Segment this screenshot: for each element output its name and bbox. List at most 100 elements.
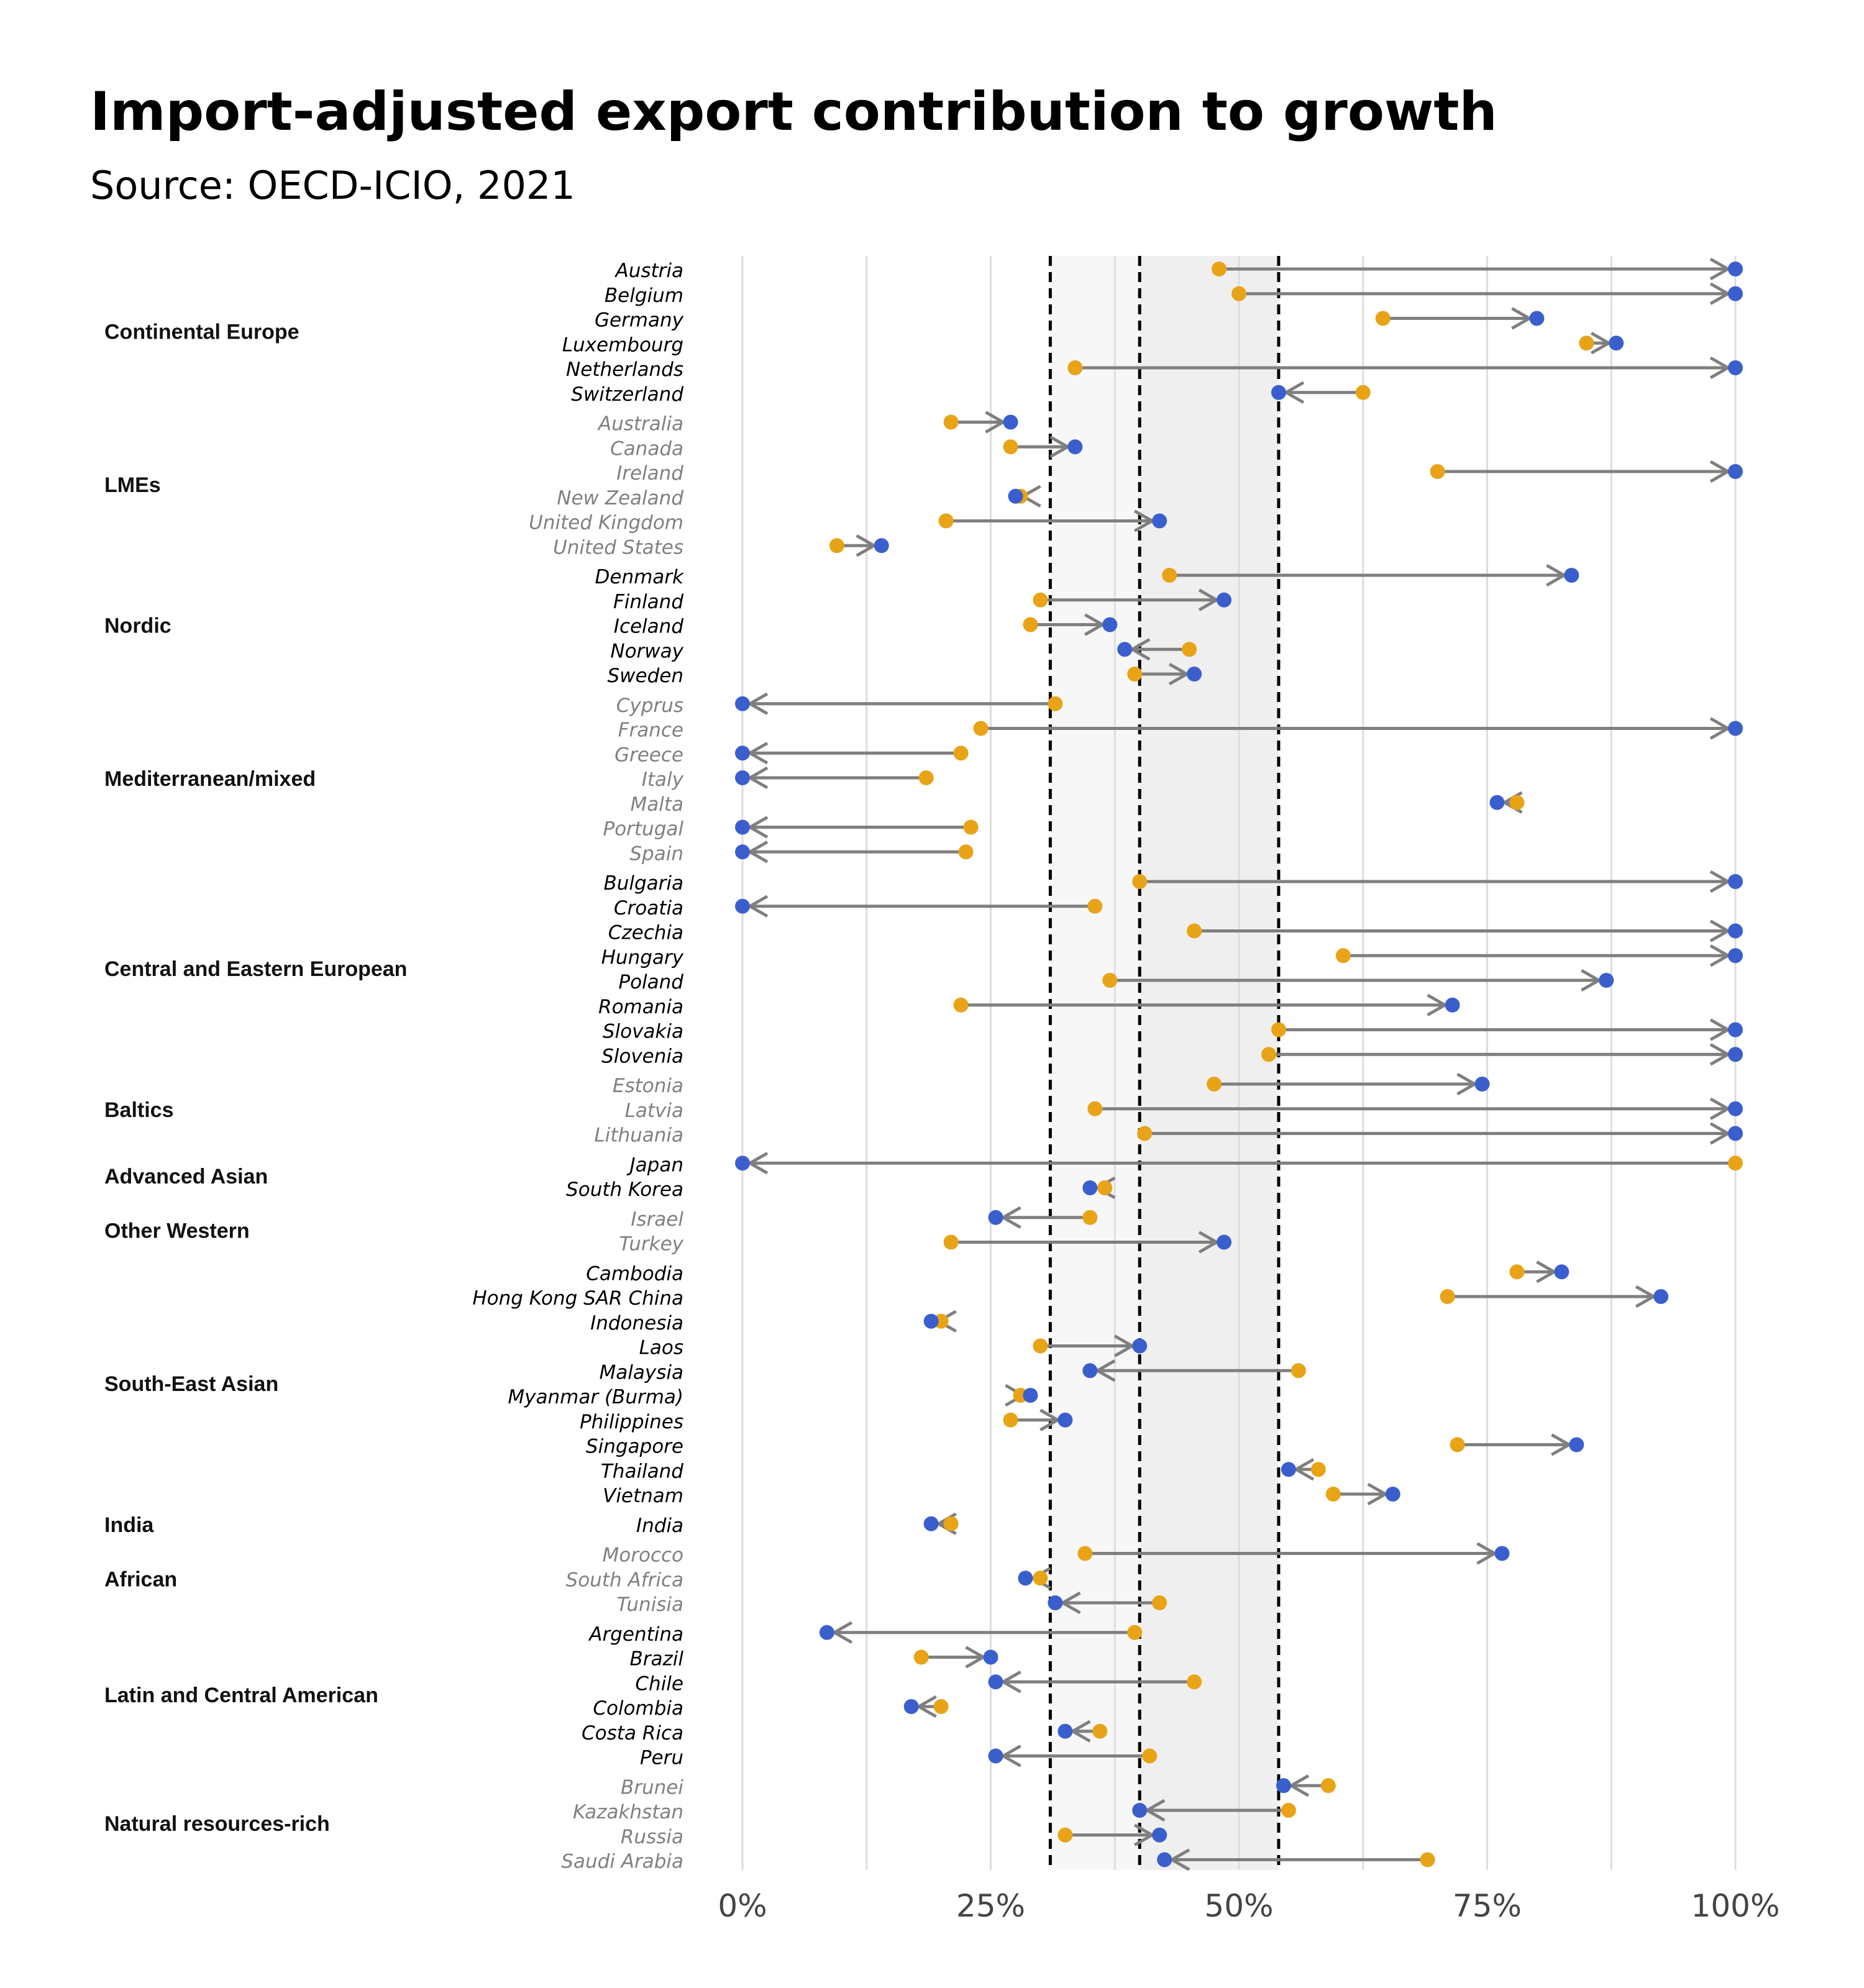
start-point (1375, 311, 1391, 326)
start-point (1187, 1674, 1202, 1690)
start-point (1207, 1077, 1222, 1092)
country-label: South Korea (566, 1179, 683, 1201)
country-label: New Zealand (557, 487, 683, 509)
end-point (1217, 1234, 1232, 1250)
group-label: Central and Eastern European (104, 957, 407, 981)
start-point (1420, 1852, 1435, 1867)
start-point (943, 1234, 959, 1250)
end-point (1599, 973, 1614, 988)
end-point (1728, 874, 1743, 889)
country-label: Argentina (588, 1623, 683, 1646)
group-label: Other Western (104, 1220, 250, 1243)
country-label: Norway (610, 640, 683, 662)
country-label: Finland (613, 591, 683, 613)
country-label: Turkey (619, 1233, 683, 1256)
country-label: Cambodia (586, 1262, 683, 1285)
start-point (1033, 1338, 1048, 1354)
country-label: Germany (595, 309, 684, 332)
end-point (1728, 464, 1743, 479)
end-point (1728, 286, 1743, 301)
end-point (819, 1625, 834, 1640)
start-point (1127, 1625, 1143, 1640)
country-label: Indonesia (590, 1312, 683, 1334)
end-point (1187, 667, 1202, 682)
end-point (1058, 1723, 1073, 1739)
start-point (1077, 1546, 1093, 1561)
start-point (829, 538, 844, 554)
country-label: United States (553, 536, 683, 559)
shaded-band-right (1140, 256, 1279, 1870)
start-point (1212, 262, 1227, 276)
start-point (1097, 1180, 1113, 1195)
end-point (1529, 311, 1545, 326)
chart-title: Import-adjusted export contribution to g… (90, 81, 1497, 143)
start-point (1087, 1101, 1103, 1116)
end-point (735, 746, 750, 761)
start-point (1320, 1778, 1336, 1794)
end-point (1728, 1022, 1743, 1037)
start-point (913, 1649, 929, 1665)
end-point (1117, 642, 1133, 657)
country-label: Laos (639, 1337, 683, 1359)
start-point (1430, 464, 1445, 479)
end-point (1281, 1462, 1296, 1477)
end-point (1082, 1363, 1098, 1379)
group-label: African (104, 1567, 177, 1591)
start-point (1450, 1437, 1465, 1452)
start-point (1281, 1803, 1296, 1818)
group-label: India (104, 1513, 154, 1537)
start-point (1003, 1412, 1018, 1428)
start-point (1023, 617, 1038, 632)
start-point (963, 819, 979, 835)
start-point (1067, 360, 1083, 375)
country-label: Belgium (605, 285, 683, 307)
end-point (735, 1156, 750, 1171)
start-point (1033, 1571, 1048, 1586)
country-label: Colombia (593, 1697, 683, 1720)
start-point (1092, 1723, 1108, 1739)
start-point (1261, 1047, 1276, 1062)
start-point (1271, 1022, 1286, 1037)
start-point (1162, 568, 1177, 583)
country-label: Greece (614, 744, 683, 766)
start-point (1325, 1487, 1341, 1502)
country-label: Portugal (603, 818, 684, 841)
country-label: Saudi Arabia (561, 1851, 683, 1873)
end-point (1152, 1827, 1167, 1843)
country-label: Bulgaria (603, 872, 683, 895)
start-point (1187, 923, 1202, 939)
country-label: Malaysia (600, 1361, 683, 1384)
start-point (1335, 948, 1351, 964)
country-label: Denmark (595, 566, 685, 588)
end-point (1048, 1595, 1063, 1610)
country-label: Czechia (608, 922, 683, 944)
start-point (1310, 1462, 1326, 1477)
end-point (923, 1313, 939, 1329)
country-label: Peru (640, 1747, 683, 1769)
end-point (874, 538, 889, 554)
end-point (923, 1516, 939, 1531)
country-label: Croatia (614, 897, 683, 919)
end-point (983, 1649, 998, 1665)
x-tick-label: 0% (718, 1888, 767, 1924)
end-point (1609, 335, 1624, 351)
start-point (1142, 1748, 1158, 1764)
end-point (1271, 385, 1286, 400)
start-point (1231, 286, 1246, 301)
country-label: Thailand (601, 1460, 683, 1482)
end-point (735, 898, 750, 914)
country-label: Estonia (613, 1075, 683, 1097)
start-point (1509, 795, 1525, 810)
start-point (943, 1516, 959, 1531)
x-tick-label: 100% (1691, 1888, 1780, 1924)
end-point (1728, 262, 1743, 276)
start-point (1182, 642, 1197, 657)
start-point (1440, 1289, 1455, 1304)
country-label: Brazil (629, 1648, 683, 1671)
start-point (953, 997, 969, 1013)
country-label: Vietnam (603, 1485, 683, 1507)
country-label: Myanmar (Burma) (508, 1386, 683, 1408)
end-point (1157, 1852, 1172, 1867)
end-point (1102, 617, 1118, 632)
